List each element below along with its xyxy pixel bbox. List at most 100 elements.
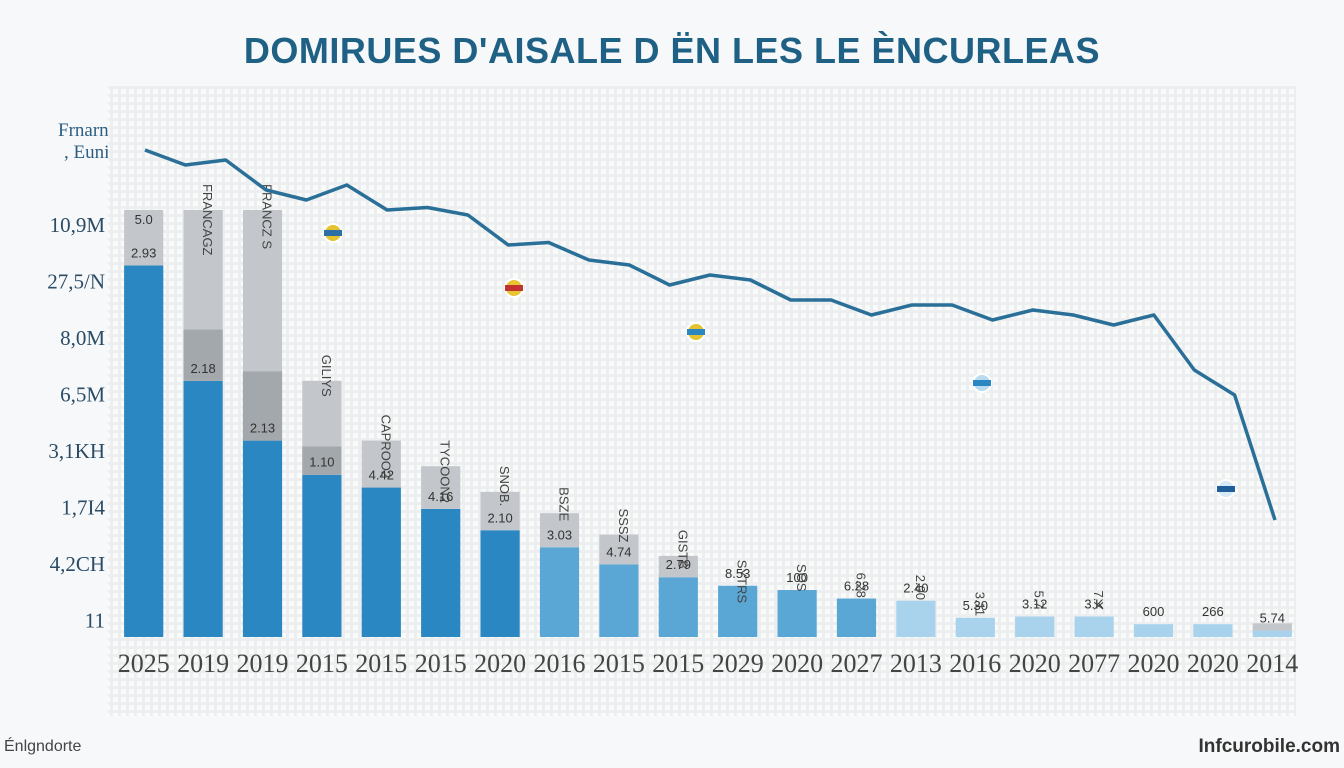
bar-stack-8	[599, 534, 639, 565]
bar-stack-19	[1252, 623, 1292, 631]
x-tick-8: 2015	[593, 649, 645, 678]
category-label-9: GISTB	[675, 530, 690, 569]
category-label-6: SNOB.	[497, 466, 512, 506]
category-label-10: SYTRS	[735, 560, 750, 604]
bar-16	[1074, 616, 1114, 637]
x-tick-16: 2077	[1068, 649, 1120, 678]
bar-0	[124, 265, 164, 637]
category-label-1: FRANCAGZ	[200, 184, 215, 256]
bar-stack-band-2	[242, 371, 283, 441]
footer-left-label: Énlgndorte	[4, 738, 82, 755]
marker-band-2	[687, 329, 705, 335]
value-label-0: 2.93	[131, 246, 156, 261]
value-label-16: 3.K	[1084, 597, 1104, 612]
bar-17	[1133, 624, 1174, 637]
x-tick-9: 2015	[652, 649, 704, 678]
value-label-17: 600	[1143, 604, 1165, 619]
bar-stack-4	[361, 440, 401, 488]
y-tick-3: 6,5M	[60, 383, 105, 407]
y-tick-5: 1,7I4	[61, 496, 105, 520]
value-label-19: 5.74	[1260, 611, 1285, 626]
value-label-12: 6.28	[844, 579, 869, 594]
x-tick-2: 2019	[237, 649, 289, 678]
y-tick-4: 3,1KH	[48, 439, 105, 463]
category-label-5: TYCOON2	[438, 440, 453, 503]
bar-2	[242, 440, 283, 637]
marker-band-0	[324, 230, 342, 236]
bar-9	[658, 577, 698, 637]
footer-source: Infcurobile.com	[1198, 736, 1340, 757]
bar-stack-band-3	[302, 446, 342, 475]
x-tick-1: 2019	[177, 649, 229, 678]
value-label-10: 8.53	[725, 566, 750, 581]
value-label-13: 2.40	[903, 581, 928, 596]
bar-8	[599, 564, 639, 637]
bar-stack-5	[421, 466, 461, 509]
category-label-16: 7.X	[1091, 591, 1106, 611]
x-tick-3: 2015	[296, 649, 348, 678]
bar-14	[955, 617, 995, 637]
value-label-15: 3.12	[1022, 597, 1047, 612]
value-label-14: 5.30	[963, 598, 988, 613]
category-label-13: 2.00	[913, 575, 928, 600]
y-tick-0: 10,9M	[50, 213, 106, 237]
x-tick-12: 2027	[831, 649, 883, 678]
x-tick-5: 2015	[415, 649, 467, 678]
bar-11	[777, 590, 817, 637]
bar-6	[480, 530, 520, 637]
bar-stack-band-1	[183, 329, 223, 381]
x-tick-13: 2013	[890, 649, 942, 678]
value-label-7: 3.03	[547, 527, 572, 542]
y-tick-6: 4,2CH	[50, 552, 105, 576]
y-tick-1: 27,5/N	[47, 270, 105, 294]
category-label-2: FRANCZ S	[260, 184, 275, 249]
bar-stack-9	[658, 555, 698, 578]
x-tick-0: 2025	[118, 649, 170, 678]
marker-band-1	[505, 285, 523, 291]
category-label-11: SOS	[794, 564, 809, 592]
bar-3	[302, 474, 342, 637]
x-tick-7: 2016	[534, 649, 586, 678]
category-label-4: CAPROO2	[378, 415, 393, 479]
category-label-12: 6.28	[854, 573, 869, 598]
marker-band-3	[973, 380, 991, 386]
value-label-2: 2.13	[250, 421, 275, 436]
chart-title: DOMIRUES D'AISALE D ËN LES LE ÈNCURLEAS	[243, 30, 1101, 71]
value-label-18: 266	[1202, 604, 1224, 619]
bar-4	[361, 487, 401, 637]
bar-7	[539, 547, 580, 637]
bar-stack-7	[539, 513, 580, 548]
marker-band-4	[1217, 486, 1235, 492]
bar-13	[896, 600, 936, 637]
value-label-4: 4.42	[369, 468, 394, 483]
bar-1	[183, 380, 223, 637]
bar-10	[718, 585, 758, 637]
value-label-5: 4.16	[428, 489, 453, 504]
category-label-3: GILIYS	[319, 355, 334, 397]
y-tick-7: 11	[85, 609, 105, 633]
value-label-8: 4.74	[606, 544, 631, 559]
bar-stack-6	[480, 491, 520, 531]
x-tick-19: 2014	[1246, 649, 1298, 678]
x-tick-14: 2016	[949, 649, 1001, 678]
value-label-9: 2.79	[666, 557, 691, 572]
bar-5	[421, 508, 461, 637]
category-label-14: 3.11	[972, 592, 987, 616]
x-tick-10: 2029	[712, 649, 764, 678]
trend-line	[144, 148, 1277, 521]
bar-19	[1252, 630, 1292, 637]
value-label-11: 100	[786, 570, 808, 585]
bar-18	[1193, 624, 1233, 637]
x-tick-15: 2020	[1009, 649, 1061, 678]
bar-15	[1015, 616, 1055, 637]
category-label-7: BSZE	[557, 487, 572, 521]
x-tick-17: 2020	[1128, 649, 1180, 678]
bar-12	[836, 598, 877, 637]
y-tick-2: 8,0M	[60, 326, 105, 350]
category-label-8: SSSZ	[616, 509, 631, 543]
x-tick-18: 2020	[1187, 649, 1239, 678]
bar-stack-0	[124, 210, 164, 266]
x-tick-11: 2020	[771, 649, 823, 678]
value-label-1: 2.18	[190, 361, 215, 376]
